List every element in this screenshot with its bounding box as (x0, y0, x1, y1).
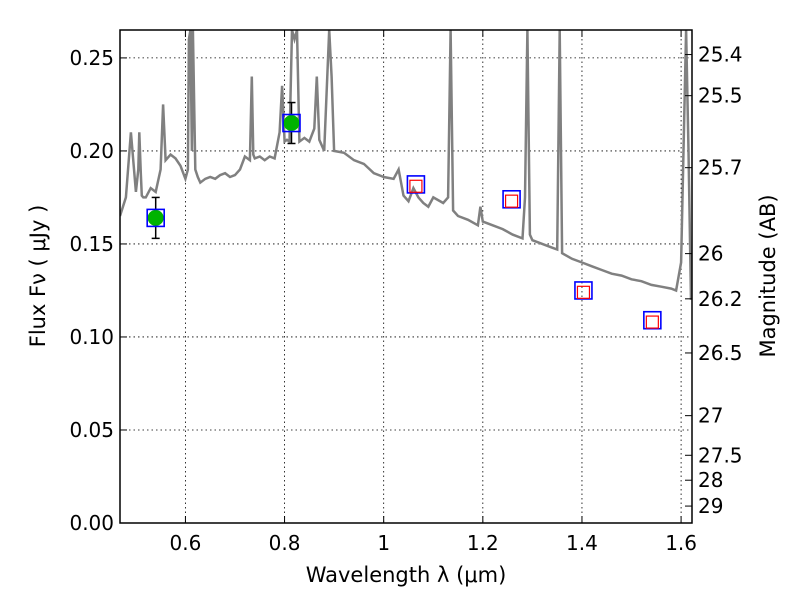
y-axis-title: Flux Fν ( μJy ) (26, 205, 50, 348)
spectrum-layer (120, 30, 692, 300)
y2-axis-title: Magnitude (AB) (756, 194, 780, 357)
model-flux-marker (502, 189, 521, 209)
x-tick-label: 0.6 (170, 531, 202, 555)
model-flux-marker (406, 175, 426, 194)
y-tick-label: 0.15 (69, 232, 114, 256)
x-axis-title: Wavelength λ (μm) (306, 563, 507, 587)
observed-flux-point (283, 115, 300, 132)
y2-tick-label: 25.4 (698, 43, 743, 67)
x-tick-label: 0.8 (269, 531, 301, 555)
y2-tick-label: 28 (698, 468, 723, 492)
y-tick-label: 0.25 (69, 46, 114, 70)
y2-tick-label: 26.5 (698, 341, 743, 365)
y2-tick-label: 26 (698, 242, 723, 266)
y2-tick-label: 25.7 (698, 156, 743, 180)
y-tick-label: 0.20 (69, 139, 114, 163)
y2-tick-label: 25.5 (698, 84, 743, 108)
model-flux-marker (643, 310, 662, 330)
nondetection-marker (504, 194, 519, 208)
x-tick-label: 1.6 (665, 531, 697, 555)
model-flux-marker (574, 281, 593, 300)
y-tick-label: 0.00 (69, 511, 114, 535)
nondetection-marker (576, 285, 591, 299)
y-tick-label: 0.05 (69, 418, 114, 442)
template-spectrum-line (120, 30, 692, 300)
model-flux-marker (282, 113, 301, 133)
nondetection-marker (645, 315, 659, 329)
observed-flux-point (147, 209, 164, 226)
x-tick-label: 1.2 (467, 531, 499, 555)
ticks-layer: 0.6 0.8 1 1.2 1.4 1.6 0.00 0.05 0.10 0.15 0.20 0.25… (69, 30, 743, 555)
x-tick-label: 1.4 (566, 531, 598, 555)
y2-tick-label: 26.2 (698, 287, 743, 311)
y-tick-label: 0.10 (69, 325, 114, 349)
x-tick-label: 1 (377, 531, 390, 555)
nondetection-marker (409, 179, 423, 193)
y2-tick-label: 27 (698, 404, 723, 428)
model-flux-marker (146, 208, 165, 228)
points-layer (146, 101, 662, 330)
y2-tick-label: 29 (698, 494, 723, 518)
grid-layer (120, 30, 692, 523)
plot-frame (119, 29, 693, 524)
y2-tick-label: 27.5 (698, 443, 743, 467)
